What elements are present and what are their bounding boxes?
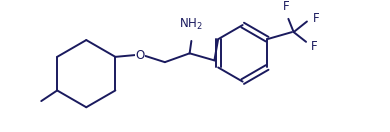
Text: F: F: [311, 40, 318, 53]
Text: NH$_2$: NH$_2$: [179, 17, 203, 32]
Text: O: O: [135, 49, 145, 62]
Text: F: F: [313, 12, 320, 25]
Text: F: F: [283, 0, 290, 13]
